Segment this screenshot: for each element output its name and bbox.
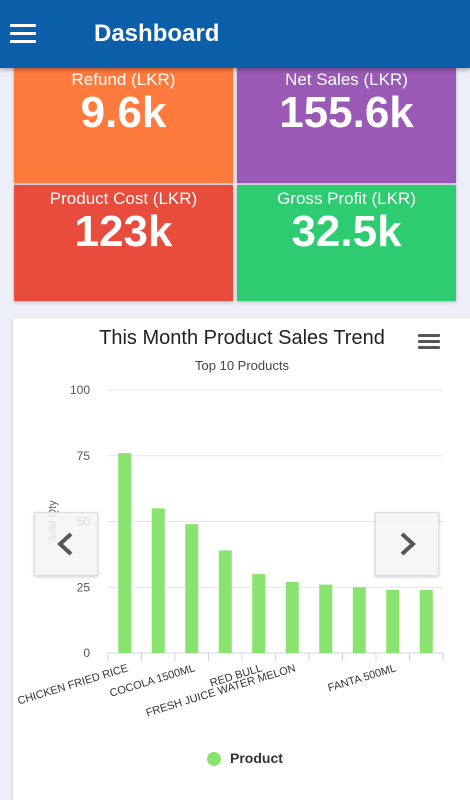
- x-tick-label: FANTA 500ML: [326, 662, 397, 694]
- y-tick-label: 25: [77, 580, 91, 594]
- bar: [285, 581, 299, 653]
- bar: [218, 550, 232, 653]
- previous-arrow-button[interactable]: [34, 512, 98, 576]
- chart-title: This Month Product Sales Trend: [99, 327, 385, 349]
- product-cost-value: 123k: [74, 207, 173, 256]
- bar: [386, 589, 400, 653]
- app-bar: Dashboard: [0, 0, 470, 68]
- bar: [185, 524, 199, 653]
- net-sales-value: 155.6k: [279, 88, 414, 137]
- bar: [118, 453, 132, 653]
- sales-trend-card: This Month Product Sales Trend Top 10 Pro…: [13, 318, 470, 800]
- chevron-right-icon: [400, 532, 416, 556]
- bar: [319, 584, 333, 653]
- net-sales-label: Net Sales (LKR): [285, 70, 408, 89]
- legend-marker: [207, 752, 221, 766]
- hamburger-menu-icon[interactable]: [10, 24, 36, 44]
- product-cost-label: Product Cost (LKR): [49, 189, 198, 208]
- gross-profit-label: Gross Profit (LKR): [277, 189, 416, 208]
- product-cost-tile[interactable]: Product Cost (LKR) 123k: [14, 185, 233, 301]
- y-tick-label: 75: [77, 449, 91, 463]
- bar: [151, 508, 165, 653]
- refund-label: Refund (LKR): [71, 70, 176, 89]
- page-title: Dashboard: [94, 20, 220, 47]
- gross-profit-value: 32.5k: [291, 207, 402, 256]
- x-tick-label: CHICKEN FRIED RICE: [16, 662, 129, 707]
- chevron-left-icon: [57, 532, 73, 556]
- sales-trend-chart: This Month Product Sales Trend Top 10 Pro…: [16, 327, 444, 719]
- next-arrow-button[interactable]: [375, 512, 439, 576]
- refund-tile[interactable]: Refund (LKR) 9.6k: [14, 66, 233, 183]
- legend-label: Product: [230, 750, 283, 766]
- bar: [419, 589, 433, 653]
- gross-profit-tile[interactable]: Gross Profit (LKR) 32.5k: [237, 185, 456, 301]
- bar: [252, 574, 266, 653]
- chart-subtitle: Top 10 Products: [195, 358, 289, 373]
- chart-menu-icon[interactable]: [418, 334, 440, 352]
- net-sales-tile[interactable]: Net Sales (LKR) 155.6k: [237, 66, 456, 183]
- refund-value: 9.6k: [80, 88, 167, 137]
- y-tick-label: 0: [83, 646, 90, 660]
- y-tick-label: 100: [70, 383, 90, 397]
- bar: [352, 587, 366, 653]
